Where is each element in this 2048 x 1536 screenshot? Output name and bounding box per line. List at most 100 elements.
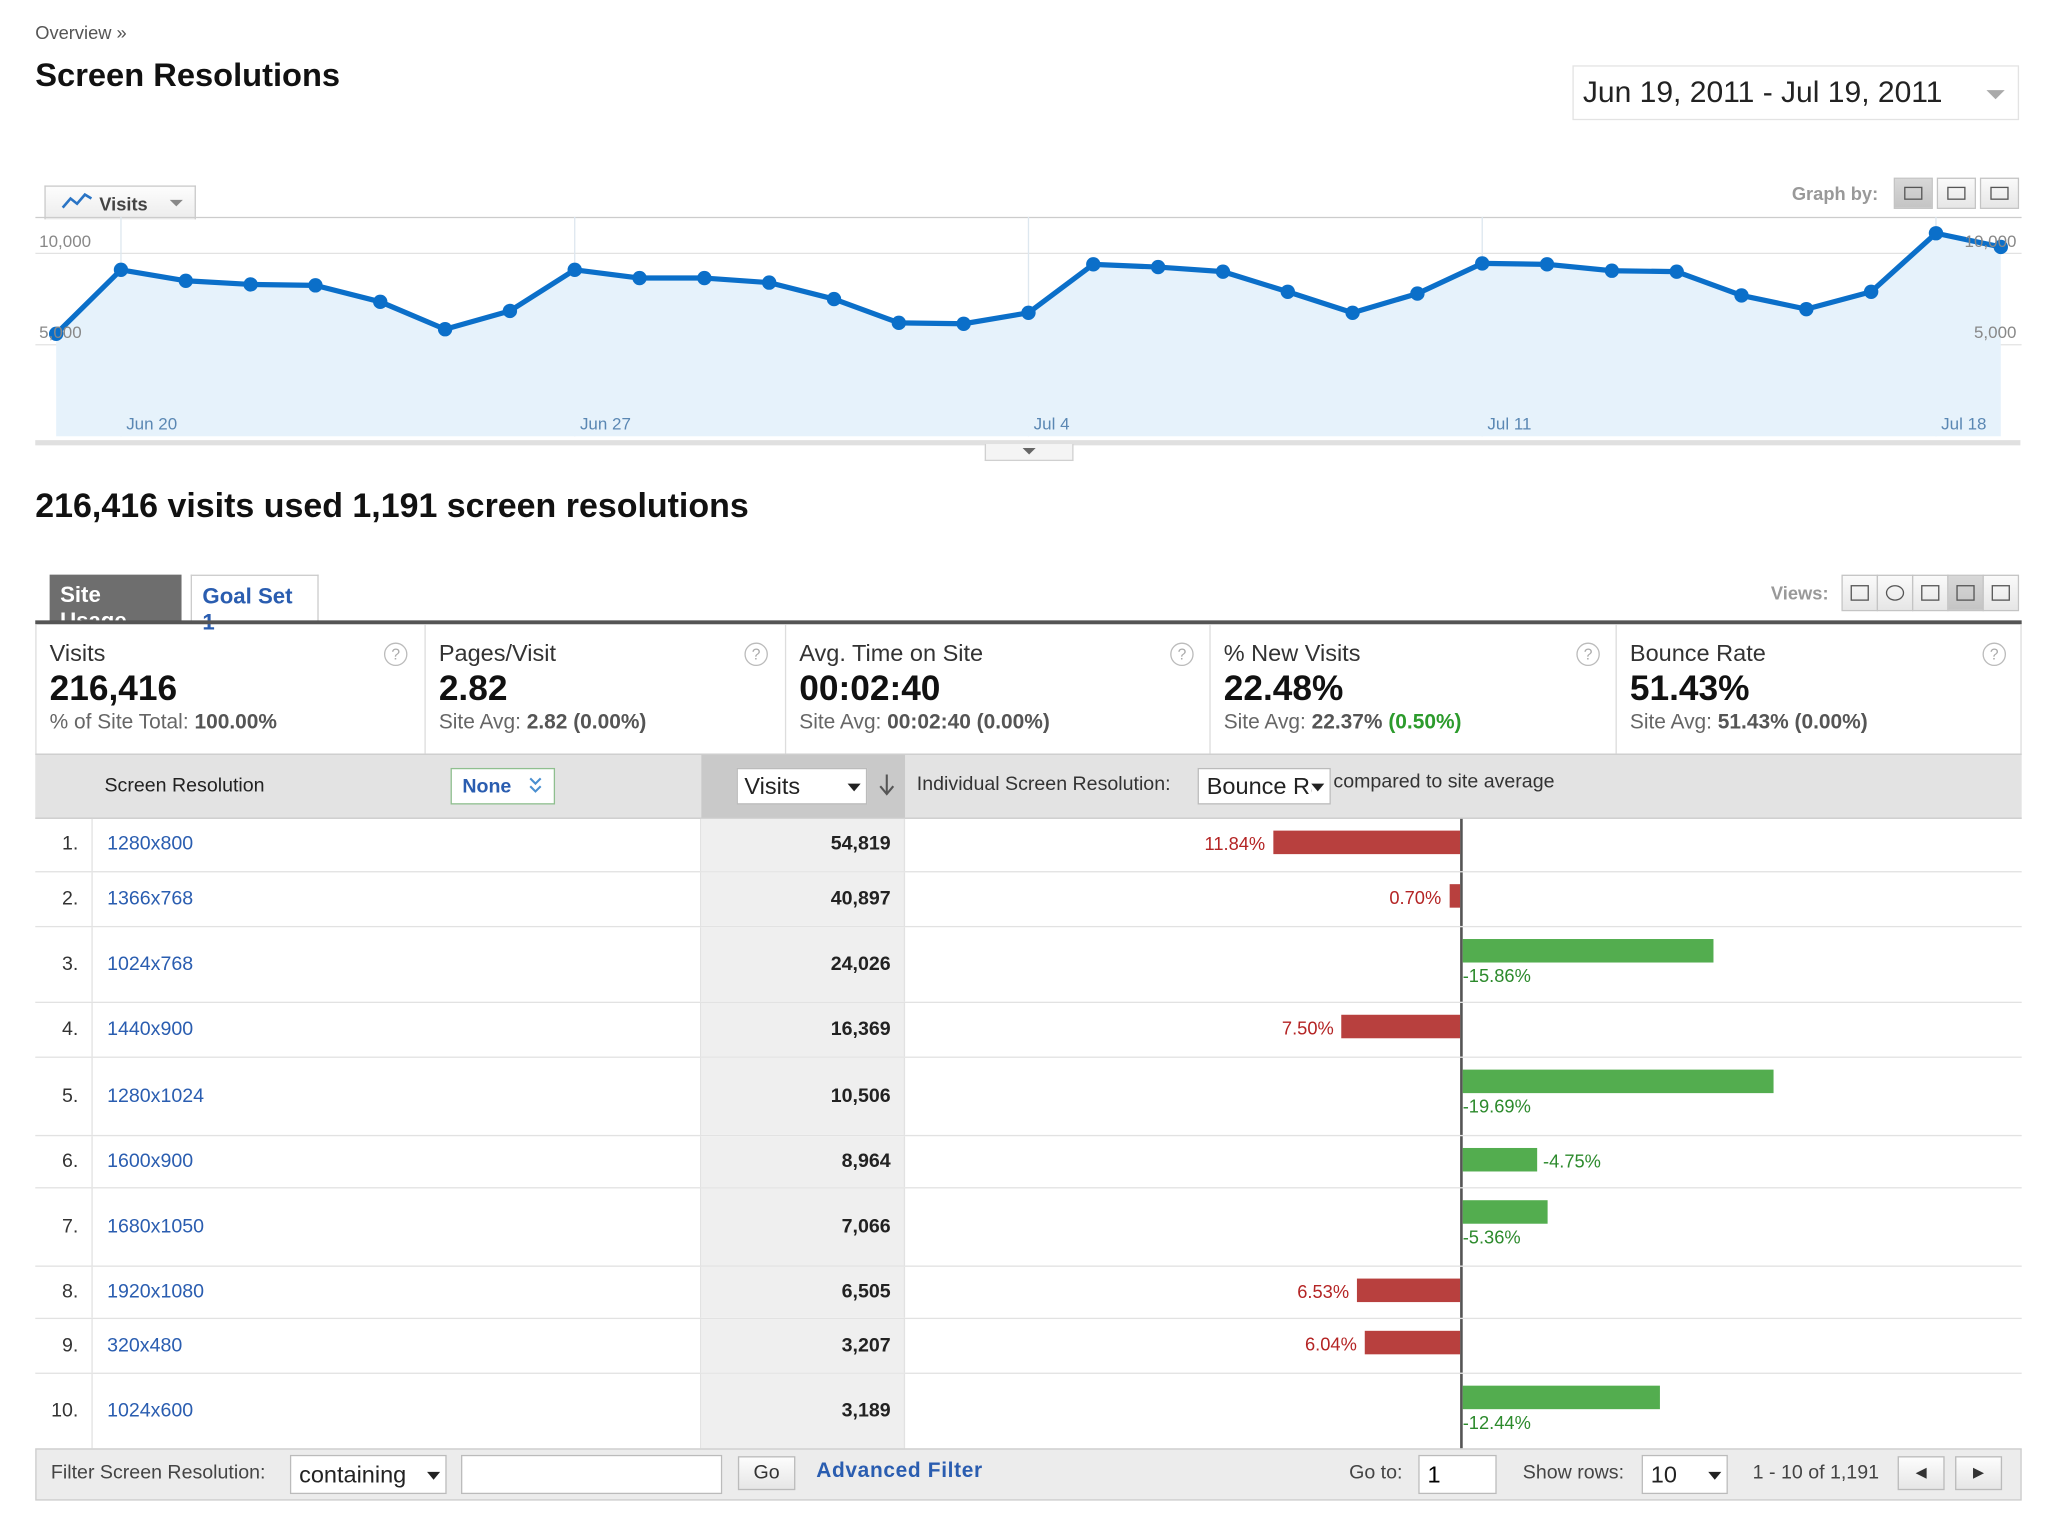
show-rows-select[interactable]: 10 — [1641, 1454, 1728, 1495]
view-performance-button[interactable] — [1911, 574, 1949, 612]
chart-point[interactable] — [1475, 256, 1490, 271]
compare-metric-select[interactable]: Bounce Rate — [1197, 767, 1331, 805]
resolution-link[interactable]: 1600x900 — [93, 1136, 702, 1188]
chart-point[interactable] — [1410, 286, 1425, 301]
chart-point[interactable] — [502, 303, 518, 319]
chart-point[interactable] — [437, 322, 453, 337]
chart-point[interactable] — [373, 294, 388, 309]
chart-point[interactable] — [1021, 305, 1036, 320]
table-footer: Filter Screen Resolution: containing Go … — [35, 1448, 2022, 1501]
chart-point[interactable] — [243, 277, 258, 292]
help-icon[interactable]: ? — [1170, 642, 1194, 667]
chart-point[interactable] — [1993, 239, 2008, 255]
table-row[interactable]: 3. 1024x768 24,026 -15.86% — [35, 927, 2022, 1004]
tab-site-usage[interactable]: Site Usage — [49, 574, 182, 633]
visits-chart[interactable]: 10,000 5,000 10,000 5,000 Jun 20 Jun 27 Jul 4 J… — [35, 216, 2022, 442]
chart-point[interactable] — [1280, 284, 1295, 299]
metric-select[interactable]: Visits — [736, 767, 868, 805]
chart-point[interactable] — [48, 326, 64, 341]
row-number: 2. — [35, 872, 93, 926]
dimension-header[interactable]: Screen Resolution — [104, 774, 265, 797]
chart-point[interactable] — [1863, 284, 1879, 299]
chart-collapse-handle[interactable] — [984, 444, 1074, 462]
help-icon[interactable]: ? — [1576, 642, 1600, 667]
chart-point[interactable] — [1928, 226, 1944, 241]
chart-point[interactable] — [1734, 288, 1749, 303]
chart-point[interactable] — [632, 270, 647, 286]
view-comparison-button[interactable] — [1947, 574, 1984, 612]
graph-by-day-button[interactable] — [1893, 177, 1933, 209]
resolution-link[interactable]: 1680x1050 — [93, 1188, 702, 1266]
chart-point[interactable] — [308, 278, 323, 293]
chart-point[interactable] — [826, 291, 842, 307]
chart-point[interactable] — [1215, 264, 1231, 279]
chart-point[interactable] — [891, 315, 907, 331]
chart-point[interactable] — [1669, 264, 1684, 279]
help-icon[interactable]: ? — [744, 642, 768, 667]
chart-point[interactable] — [178, 273, 193, 288]
comparison-cell: 6.04% — [905, 1319, 2022, 1373]
chart-point[interactable] — [697, 270, 712, 286]
table-row[interactable]: 1. 1280x800 54,819 11.84% — [35, 818, 2022, 873]
chart-point[interactable] — [567, 262, 582, 278]
chart-point[interactable] — [1086, 257, 1101, 272]
table-row[interactable]: 2. 1366x768 40,897 0.70% — [35, 872, 2022, 928]
table-row[interactable]: 8. 1920x1080 6,505 6.53% — [35, 1266, 2022, 1320]
scorecard-new-visits[interactable]: % New Visits 22.48% Site Avg: 22.37% (0.… — [1211, 624, 1617, 754]
graph-by-week-button[interactable] — [1936, 177, 1976, 209]
resolution-link[interactable]: 1280x800 — [93, 818, 702, 872]
table-row[interactable]: 7. 1680x1050 7,066 -5.36% — [35, 1188, 2022, 1267]
table-row[interactable]: 4. 1440x900 16,369 7.50% — [35, 1003, 2022, 1058]
tab-goal-set-1[interactable]: Goal Set 1 — [190, 574, 319, 635]
chart-point[interactable] — [1345, 305, 1360, 320]
view-pie-button[interactable] — [1876, 574, 1914, 612]
next-page-button[interactable]: ▶ — [1955, 1456, 2003, 1491]
chevron-down-icon — [169, 199, 183, 207]
chart-point[interactable] — [1604, 263, 1620, 278]
show-rows-value: 10 — [1650, 1461, 1677, 1488]
graph-by-month-button[interactable] — [1979, 177, 2020, 209]
breadcrumb[interactable]: Overview » — [35, 22, 127, 44]
table-row[interactable]: 6. 1600x900 8,964 -4.75% — [35, 1136, 2022, 1189]
filter-mode-select[interactable]: containing — [289, 1454, 447, 1495]
scorecard-visits[interactable]: Visits 216,416 % of Site Total: 100.00% … — [37, 624, 426, 754]
scorecard-pages-visit[interactable]: Pages/Visit 2.82 Site Avg: 2.82 (0.00%) … — [426, 624, 787, 754]
chart-point[interactable] — [762, 275, 777, 290]
comparison-axis — [1460, 872, 1463, 926]
resolution-link[interactable]: 1280x1024 — [93, 1057, 702, 1135]
sort-descending-icon[interactable] — [878, 773, 896, 803]
resolution-link[interactable]: 1440x900 — [93, 1003, 702, 1057]
comparison-bar — [1364, 1330, 1461, 1355]
chart-point[interactable] — [1799, 301, 1814, 317]
chart-point[interactable] — [1150, 259, 1166, 275]
graph-metric-select[interactable]: Visits — [44, 185, 196, 220]
table-row[interactable]: 10. 1024x600 3,189 -12.44% — [35, 1373, 2022, 1450]
chart-point[interactable] — [113, 262, 129, 278]
resolution-link[interactable]: 1024x768 — [93, 927, 702, 1002]
resolution-link[interactable]: 1920x1080 — [93, 1266, 702, 1318]
scorecard-value: 22.48% — [1223, 668, 1344, 708]
table-row[interactable]: 5. 1280x1024 10,506 -19.69% — [35, 1057, 2022, 1137]
resolution-link[interactable]: 1024x600 — [93, 1373, 702, 1449]
secondary-dimension-select[interactable]: None — [450, 767, 556, 805]
goto-input[interactable] — [1418, 1454, 1497, 1495]
help-icon[interactable]: ? — [383, 642, 408, 667]
row-number: 3. — [35, 927, 93, 1002]
help-icon[interactable]: ? — [1982, 642, 2007, 667]
go-button[interactable]: Go — [737, 1456, 796, 1491]
chart-point[interactable] — [1539, 257, 1555, 272]
scorecard-bounce-rate[interactable]: Bounce Rate 51.43% Site Avg: 51.43% (0.0… — [1617, 624, 2021, 753]
table-row[interactable]: 9. 320x480 3,207 6.04% — [35, 1319, 2022, 1374]
comparison-bar — [1449, 884, 1461, 908]
scorecard-avg-time[interactable]: Avg. Time on Site 00:02:40 Site Avg: 00:… — [786, 624, 1211, 754]
advanced-filter-link[interactable]: Advanced Filter — [816, 1460, 983, 1483]
resolution-link[interactable]: 320x480 — [93, 1319, 702, 1373]
chevron-down-icon — [427, 1471, 441, 1480]
chart-point[interactable] — [956, 316, 971, 331]
resolution-link[interactable]: 1366x768 — [93, 872, 702, 926]
filter-input[interactable] — [461, 1454, 723, 1495]
view-table-button[interactable] — [1841, 574, 1879, 612]
view-pivot-button[interactable] — [1982, 574, 2020, 612]
date-range-picker[interactable]: Jun 19, 2011 - Jul 19, 2011 — [1572, 65, 2020, 121]
prev-page-button[interactable]: ◀ — [1897, 1456, 1945, 1491]
